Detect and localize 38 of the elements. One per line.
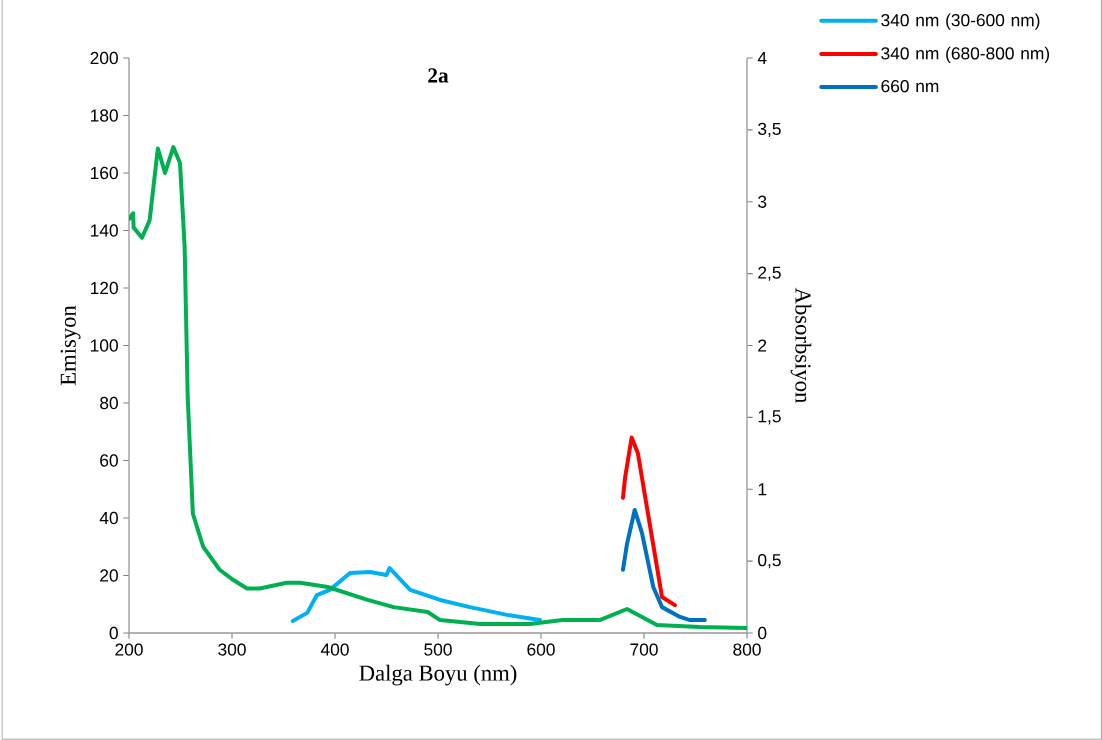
y-tick-label: 80 [100, 396, 118, 410]
y-axis-title: Emisyon [60, 305, 81, 386]
y2-tick-label: 1 [758, 483, 767, 496]
y-tick-label: 60 [100, 454, 118, 467]
legend-label: 340 nm (30-600 nm) [881, 13, 1040, 30]
x-tick-label: 800 [733, 643, 761, 656]
line-series [620, 435, 677, 608]
line-series [620, 507, 707, 623]
x-tick-label: 500 [424, 643, 452, 656]
y-tick-label: 140 [91, 224, 118, 237]
y-tick-label: 160 [91, 166, 118, 180]
line-series [290, 566, 542, 623]
y2-tick-label: 2 [758, 339, 767, 352]
chart-title: 2a [428, 68, 449, 83]
y-tick-label: 0 [109, 626, 118, 640]
x-axis-title: Dalga Boyu (nm) [359, 664, 517, 686]
y-tick-label: 40 [99, 511, 118, 525]
y2-tick-label: 3 [758, 195, 767, 208]
y2-tick-label: 3,5 [758, 122, 781, 138]
x-tick-label: 200 [115, 643, 143, 656]
y2-tick-label: 0,5 [758, 553, 781, 569]
y2-tick-label: 1,5 [758, 410, 781, 425]
legend-label: 660 nm [881, 80, 939, 93]
y-tick-label: 120 [91, 281, 118, 295]
y2-tick-label: 2,5 [758, 266, 781, 281]
x-tick-label: 300 [218, 643, 246, 656]
x-tick-label: 700 [630, 643, 658, 656]
legend-label: 340 nm (680-800 nm) [881, 46, 1050, 63]
x-tick-label: 400 [320, 643, 349, 656]
x-tick-label: 600 [527, 643, 555, 656]
y2-tick-label: 0 [758, 626, 767, 640]
line-series [129, 145, 747, 630]
y-tick-label: 200 [90, 51, 118, 65]
y-tick-label: 20 [100, 569, 118, 582]
y2-tick-label: 4 [757, 52, 767, 64]
y-tick-label: 180 [91, 109, 118, 122]
y2-axis-title: Absorbsiyon [790, 287, 812, 404]
y-tick-label: 100 [91, 339, 118, 352]
